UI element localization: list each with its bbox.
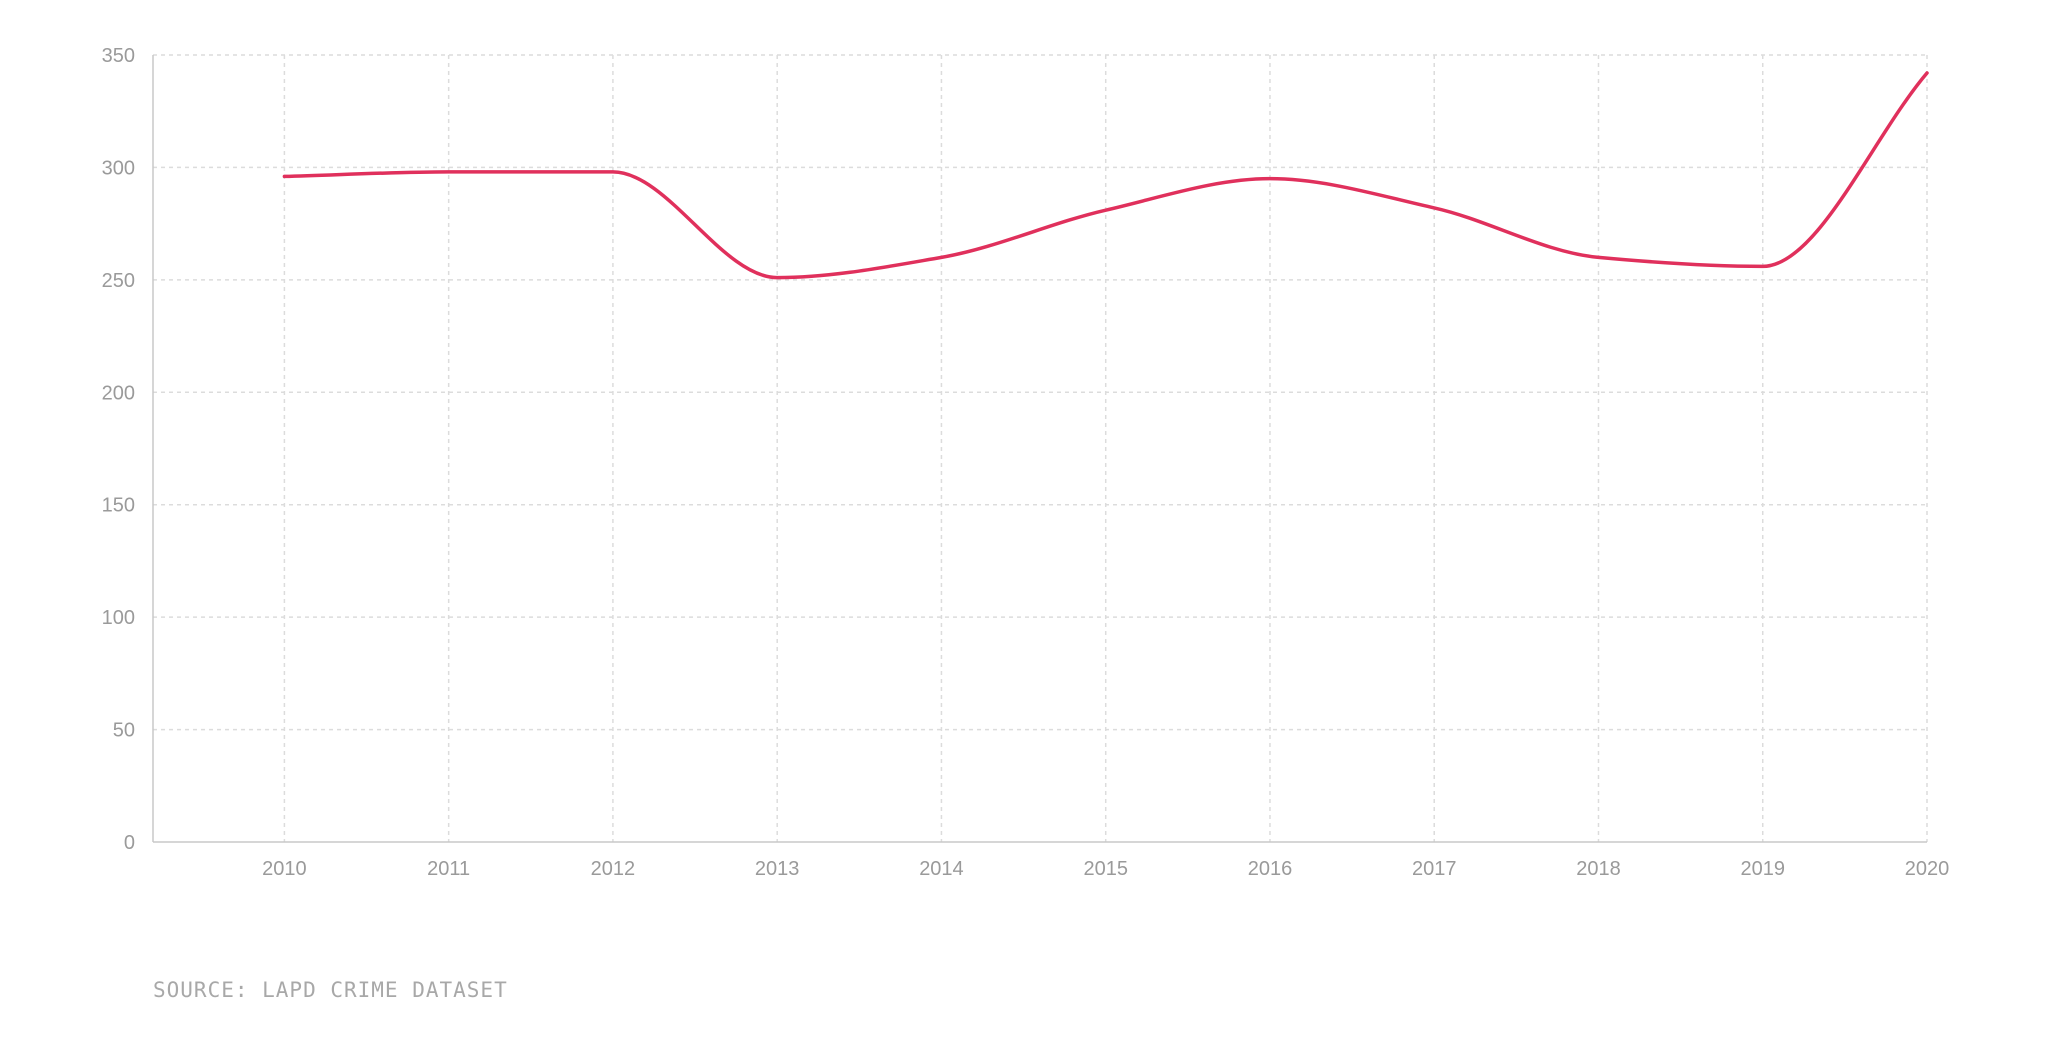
x-tick-label-2014: 2014 bbox=[919, 858, 964, 880]
x-tick-label-2018: 2018 bbox=[1576, 858, 1621, 880]
x-tick-label-2016: 2016 bbox=[1248, 858, 1293, 880]
grid-lines bbox=[153, 54, 1928, 842]
series-layer bbox=[282, 71, 1929, 280]
y-tick-label-300: 300 bbox=[102, 157, 135, 179]
axes bbox=[152, 55, 1927, 843]
x-tick-label-2011: 2011 bbox=[427, 858, 470, 880]
x-tick-label-2017: 2017 bbox=[1412, 858, 1457, 880]
y-tick-label-50: 50 bbox=[113, 720, 135, 742]
x-tick-label-2013: 2013 bbox=[755, 858, 800, 880]
y-tick-label-0: 0 bbox=[124, 832, 135, 854]
y-tick-label-150: 150 bbox=[102, 495, 135, 517]
x-tick-label-2020: 2020 bbox=[1905, 858, 1950, 880]
y-tick-label-250: 250 bbox=[102, 270, 135, 292]
y-tick-label-350: 350 bbox=[102, 45, 135, 67]
y-tick-label-100: 100 bbox=[102, 607, 135, 629]
source-note: SOURCE: LAPD CRIME DATASET bbox=[153, 978, 508, 1002]
tick-labels: 0 50 100 150 200 250 300 350 2010 2011 2012 2013 201… bbox=[102, 45, 1950, 880]
y-tick-label-200: 200 bbox=[102, 382, 135, 404]
x-tick-label-2019: 2019 bbox=[1740, 858, 1785, 880]
x-tick-label-2015: 2015 bbox=[1083, 858, 1128, 880]
series-line-0 bbox=[282, 71, 1929, 280]
x-tick-label-2010: 2010 bbox=[262, 858, 307, 880]
x-tick-label-2012: 2012 bbox=[591, 858, 636, 880]
